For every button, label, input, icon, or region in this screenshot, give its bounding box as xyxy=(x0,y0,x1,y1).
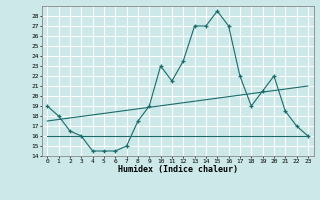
X-axis label: Humidex (Indice chaleur): Humidex (Indice chaleur) xyxy=(118,165,237,174)
